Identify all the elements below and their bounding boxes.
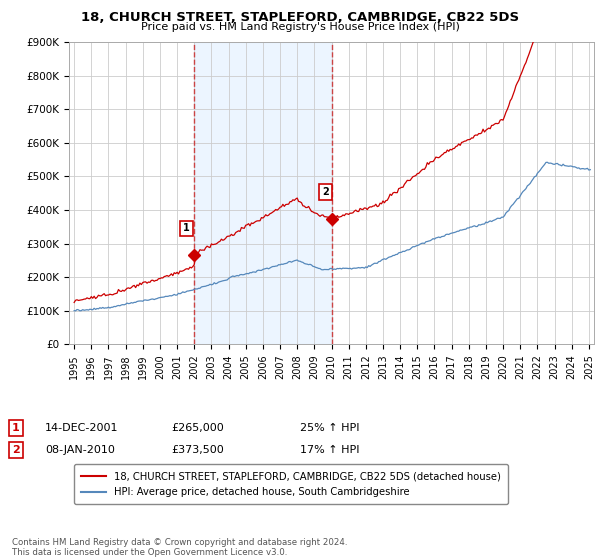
Text: 14-DEC-2001: 14-DEC-2001: [45, 423, 119, 433]
Text: 1: 1: [12, 423, 20, 433]
Text: 25% ↑ HPI: 25% ↑ HPI: [300, 423, 359, 433]
Text: £373,500: £373,500: [171, 445, 224, 455]
Text: 17% ↑ HPI: 17% ↑ HPI: [300, 445, 359, 455]
Text: Contains HM Land Registry data © Crown copyright and database right 2024.
This d: Contains HM Land Registry data © Crown c…: [12, 538, 347, 557]
Text: 08-JAN-2010: 08-JAN-2010: [45, 445, 115, 455]
Text: Price paid vs. HM Land Registry's House Price Index (HPI): Price paid vs. HM Land Registry's House …: [140, 22, 460, 32]
Legend: 18, CHURCH STREET, STAPLEFORD, CAMBRIDGE, CB22 5DS (detached house), HPI: Averag: 18, CHURCH STREET, STAPLEFORD, CAMBRIDGE…: [74, 464, 508, 505]
Text: 18, CHURCH STREET, STAPLEFORD, CAMBRIDGE, CB22 5DS: 18, CHURCH STREET, STAPLEFORD, CAMBRIDGE…: [81, 11, 519, 24]
Bar: [194, 42, 332, 344]
Text: 1: 1: [184, 223, 190, 234]
Text: £265,000: £265,000: [171, 423, 224, 433]
Text: 2: 2: [12, 445, 20, 455]
Text: 2: 2: [322, 187, 329, 197]
